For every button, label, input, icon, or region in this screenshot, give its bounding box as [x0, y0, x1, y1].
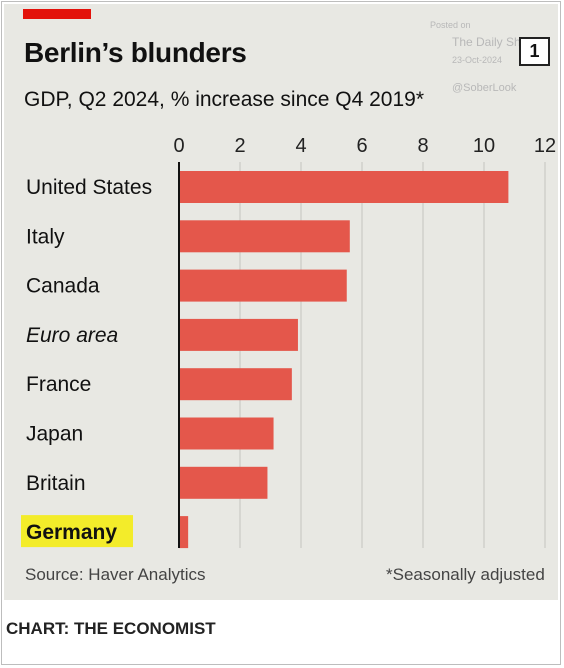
watermark-posted: Posted on: [430, 20, 471, 30]
x-tick-label: 6: [356, 135, 367, 157]
category-label: Canada: [26, 275, 100, 298]
chart-card: [4, 4, 558, 600]
watermark-source: The Daily Shot: [452, 35, 531, 49]
category-label: United States: [26, 176, 152, 199]
x-tick-label: 4: [295, 135, 306, 157]
x-tick-label: 0: [173, 135, 184, 157]
footnote: *Seasonally adjusted: [386, 565, 545, 584]
bar: [179, 171, 509, 203]
category-label: Italy: [26, 225, 65, 248]
chart-title: Berlin’s blunders: [24, 37, 247, 68]
category-label: Japan: [26, 423, 83, 446]
bar: [179, 269, 347, 302]
source-note: Source: Haver Analytics: [25, 565, 206, 584]
x-tick-label: 12: [534, 135, 556, 157]
x-tick-label: 10: [473, 135, 495, 157]
bar: [179, 466, 268, 499]
x-tick-label: 8: [417, 135, 428, 157]
watermark-date: 23-Oct-2024: [452, 55, 503, 65]
category-label: Germany: [26, 521, 117, 544]
chart-subtitle: GDP, Q2 2024, % increase since Q4 2019*: [24, 88, 425, 111]
chart-credit: CHART: THE ECONOMIST: [6, 619, 216, 638]
category-label: Euro area: [26, 324, 118, 347]
category-label: France: [26, 373, 91, 396]
chart-number-badge: 1: [519, 37, 550, 66]
x-tick-label: 2: [234, 135, 245, 157]
bar: [179, 417, 274, 450]
bar: [179, 516, 189, 549]
bar: [179, 220, 350, 253]
category-highlight: [21, 515, 133, 548]
category-label: Britain: [26, 472, 86, 495]
bar: [179, 368, 292, 401]
bar: [179, 318, 298, 351]
watermark-handle: @SoberLook: [452, 82, 517, 94]
watermark: Posted on The Daily Shot 23-Oct-2024 @So…: [430, 18, 540, 98]
brand-accent-bar: [23, 9, 91, 19]
